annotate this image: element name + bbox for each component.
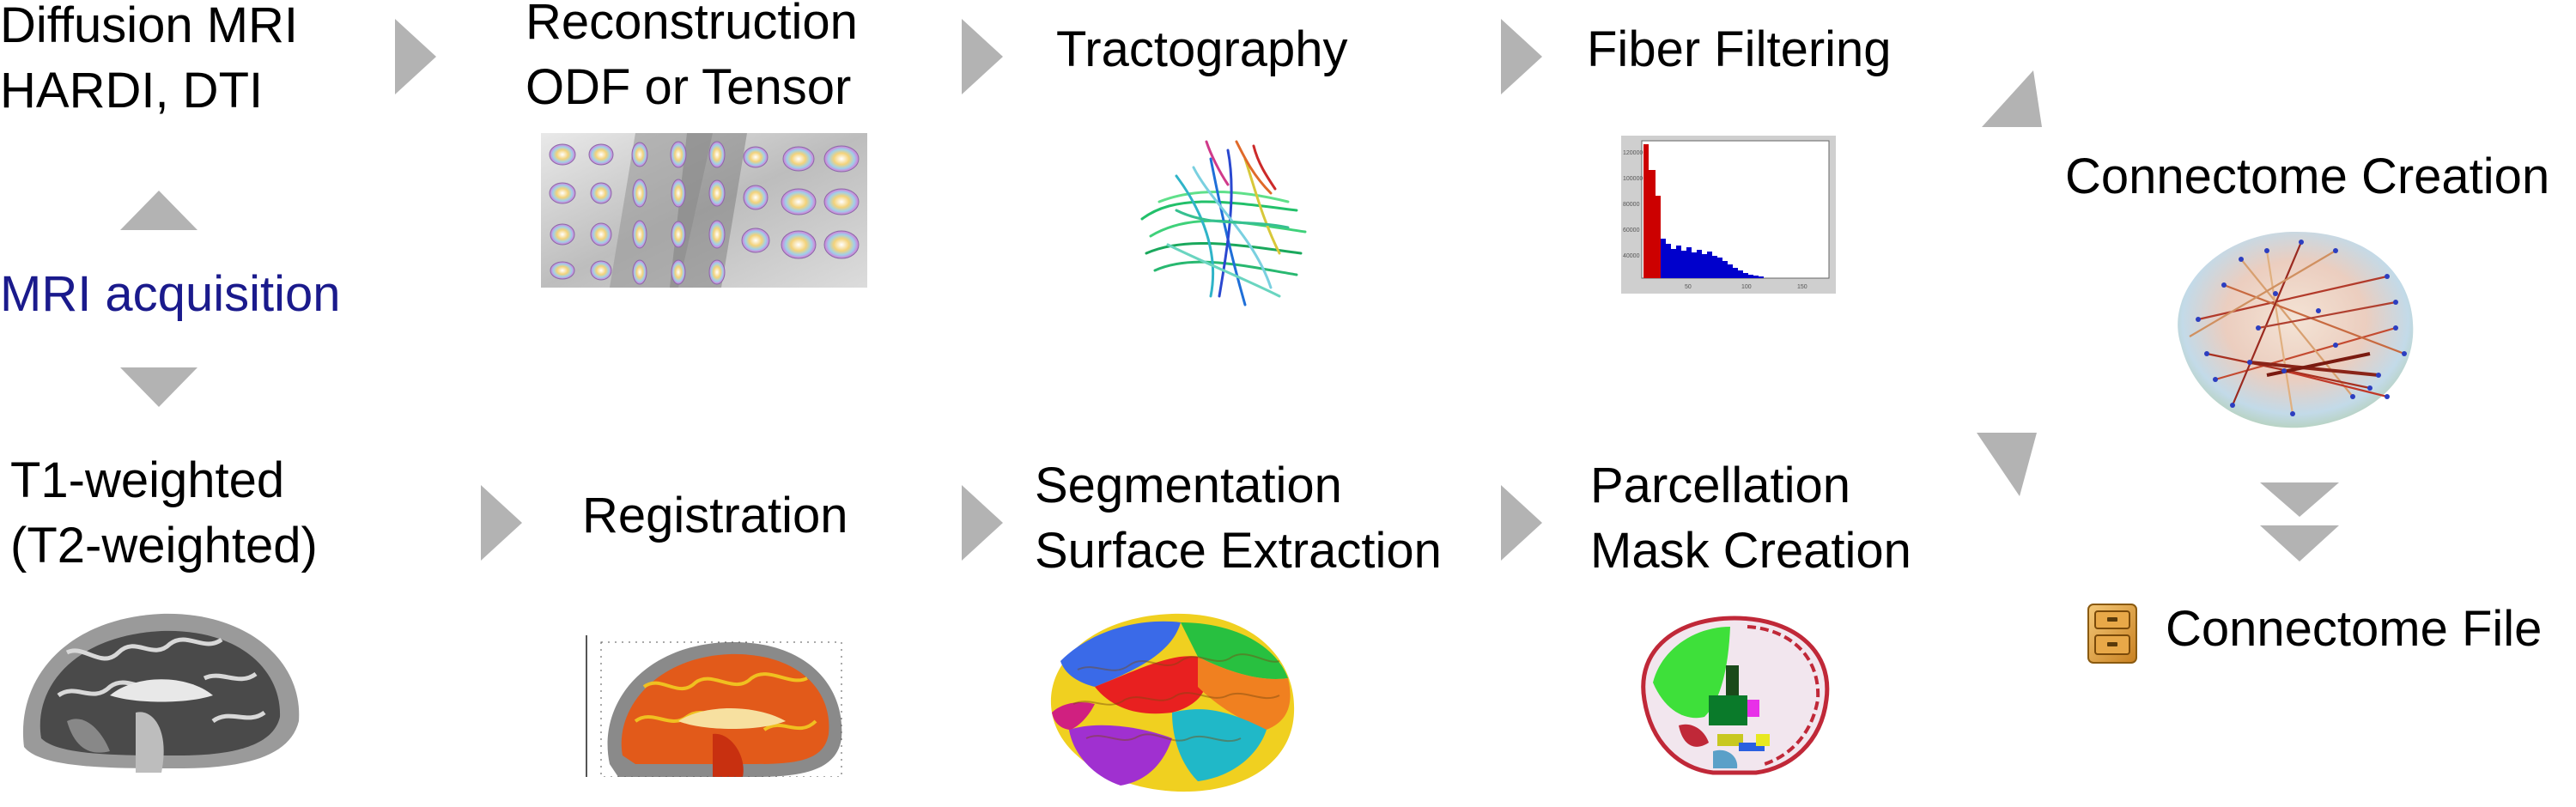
label-parcellation: Parcellation Mask Creation [1590, 458, 1911, 579]
arrow-diagonal-down-icon [1975, 429, 2044, 498]
arrow-right-icon [962, 485, 1003, 561]
tractography-image [1125, 124, 1322, 322]
arrow-diagonal-up-icon [1975, 69, 2044, 129]
label-reconstruction: Reconstruction ODF or Tensor [526, 0, 858, 115]
arrow-right-icon [1501, 485, 1542, 561]
arrow-down-icon [120, 367, 197, 407]
label-fiber-filtering: Fiber Filtering [1587, 21, 1892, 77]
svg-text:50: 50 [1685, 284, 1692, 290]
arrow-right-icon [395, 19, 436, 94]
segmentation-brain-image [1043, 610, 1301, 794]
svg-text:100000: 100000 [1623, 176, 1643, 182]
label-registration: Registration [582, 488, 848, 543]
svg-text:60000: 60000 [1623, 228, 1640, 234]
svg-text:100: 100 [1741, 284, 1752, 290]
svg-text:40000: 40000 [1623, 253, 1640, 259]
connectome-brain-image [2164, 225, 2421, 435]
label-connectome-creation: Connectome Creation [2065, 149, 2550, 204]
double-arrow-down-icon [2260, 482, 2339, 565]
arrow-right-icon [1501, 19, 1542, 94]
arrow-right-icon [481, 485, 522, 561]
svg-text:120000: 120000 [1623, 150, 1643, 156]
label-t1-weighted: T1-weighted (T2-weighted) [10, 452, 318, 573]
svg-text:80000: 80000 [1623, 202, 1640, 208]
label-segmentation: Segmentation Surface Extraction [1035, 458, 1442, 579]
label-diffusion-mri: Diffusion MRI HARDI, DTI [0, 0, 299, 118]
label-tractography: Tractography [1056, 21, 1348, 77]
file-cabinet-icon [2087, 603, 2140, 664]
fiber-histogram-image: 120000 100000 80000 60000 40000 50 100 150 [1621, 136, 1836, 294]
parcellation-image [1627, 614, 1842, 781]
odf-tensor-image [541, 133, 867, 288]
svg-text:150: 150 [1797, 284, 1807, 290]
label-connectome-file: Connectome File [2166, 601, 2543, 657]
registration-image [584, 635, 850, 777]
arrow-right-icon [962, 19, 1003, 94]
t1-mri-image [7, 601, 316, 773]
label-mri-acquisition: MRI acquisition [0, 266, 341, 322]
arrow-up-icon [120, 191, 197, 230]
